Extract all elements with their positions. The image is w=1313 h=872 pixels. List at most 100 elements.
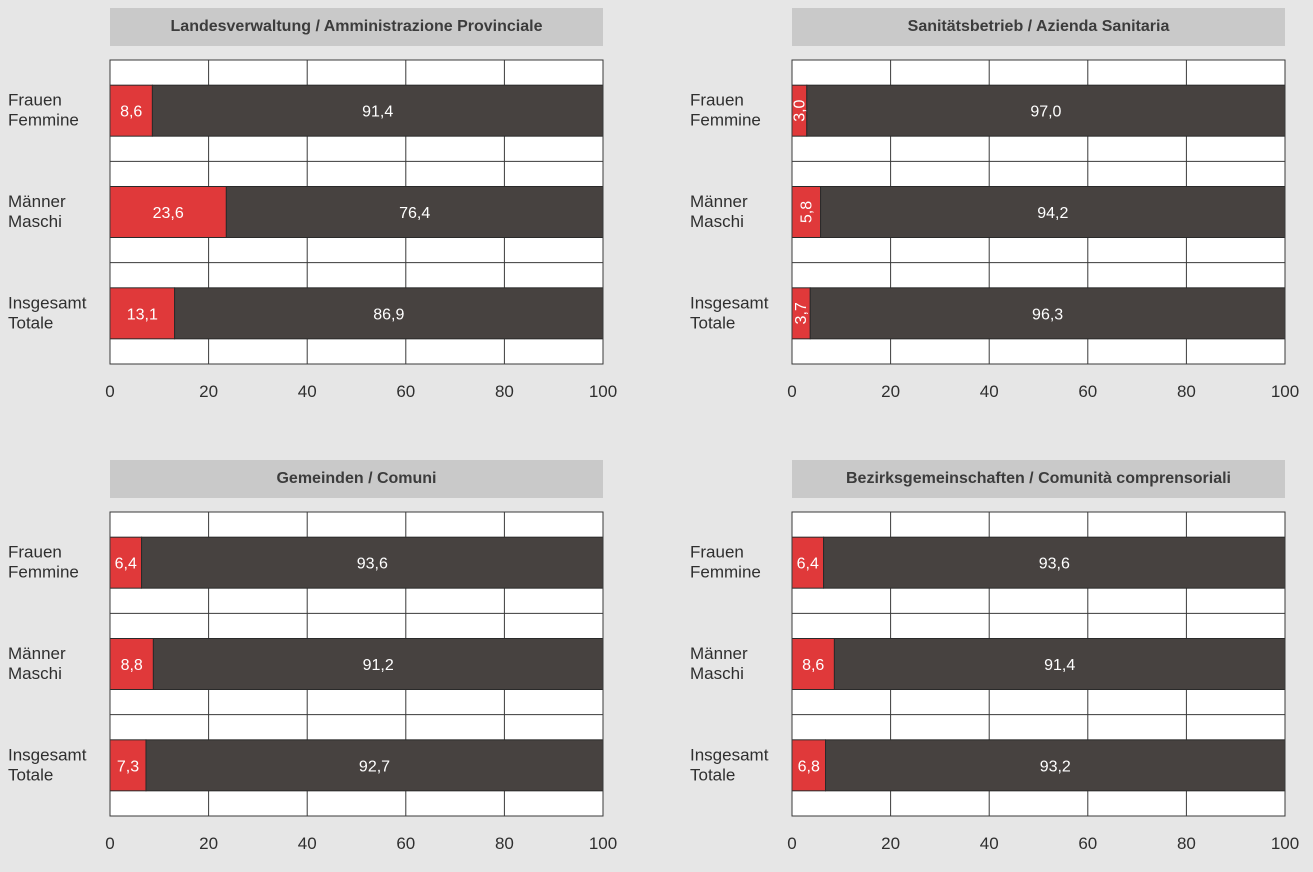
x-tick-label: 0 (787, 834, 796, 853)
x-tick-label: 20 (881, 834, 900, 853)
data-label: 7,3 (117, 758, 139, 775)
category-label: Frauen (8, 91, 62, 110)
bar-segment (791, 638, 835, 690)
bar-segment (791, 536, 825, 589)
chart-title: Sanitätsbetrieb / Azienda Sanitaria (792, 8, 1285, 46)
x-tick-label: 100 (1271, 834, 1299, 853)
bar-segment (825, 739, 1286, 792)
x-tick-label: 100 (589, 834, 617, 853)
chart-panel-landesverwaltung: Landesverwaltung / Amministrazione Provi… (0, 0, 617, 420)
data-label: 8,6 (802, 657, 824, 674)
bar-segment (151, 84, 604, 137)
data-label: 23,6 (153, 205, 184, 222)
category-label: Männer (690, 644, 748, 663)
plot-border (791, 511, 1286, 817)
x-tick-label: 0 (105, 834, 114, 853)
chart-panel-bezirksgemeinschaften: Bezirksgemeinschaften / Comunità compren… (682, 452, 1299, 872)
data-label: 3,7 (793, 302, 810, 324)
x-tick-label: 60 (1078, 382, 1097, 401)
x-tick-label: 80 (1177, 382, 1196, 401)
plot-border (791, 59, 1286, 365)
plot-border (109, 511, 604, 817)
bar-segment (820, 186, 1286, 238)
data-label: 93,6 (1039, 556, 1070, 573)
chart-panel-sanitaetsbetrieb: Sanitätsbetrieb / Azienda Sanitaria 3,0 9… (682, 0, 1299, 420)
category-label: Femmine (8, 111, 79, 130)
x-tick-label: 20 (199, 834, 218, 853)
data-label: 96,3 (1032, 306, 1063, 323)
x-tick-label: 100 (1271, 382, 1299, 401)
category-label: Maschi (8, 212, 62, 231)
bar-segment (152, 638, 604, 690)
x-tick-label: 20 (199, 382, 218, 401)
x-tick-label: 60 (1078, 834, 1097, 853)
data-label: 94,2 (1037, 205, 1068, 222)
plot-border (109, 59, 604, 365)
data-label: 6,4 (797, 556, 819, 573)
chart-title: Gemeinden / Comuni (110, 460, 603, 498)
category-label: Totale (8, 313, 53, 332)
category-label: Männer (8, 644, 66, 663)
category-label: Männer (690, 192, 748, 211)
x-tick-label: 60 (396, 382, 415, 401)
bar-segment (225, 186, 604, 238)
x-tick-label: 100 (589, 382, 617, 401)
data-label: 6,4 (115, 556, 137, 573)
data-label: 91,2 (363, 657, 394, 674)
bar-segment (141, 536, 604, 589)
data-label: 8,6 (120, 104, 142, 121)
category-label: Femmine (690, 563, 761, 582)
bar-segment (174, 287, 604, 340)
data-label: 93,2 (1040, 758, 1071, 775)
category-label: Totale (690, 765, 735, 784)
x-tick-label: 80 (495, 834, 514, 853)
chart-title: Landesverwaltung / Amministrazione Provi… (110, 8, 603, 46)
chart-panel-gemeinden: Gemeinden / Comuni 6,4 93,6 Frauen Femmine 8… (0, 452, 617, 872)
category-label: Frauen (690, 543, 744, 562)
category-label: Insgesamt (690, 293, 769, 312)
data-label: 97,0 (1030, 104, 1061, 121)
bar-segment (806, 84, 1286, 137)
x-tick-label: 40 (980, 834, 999, 853)
data-label: 91,4 (1044, 657, 1075, 674)
x-tick-label: 60 (396, 834, 415, 853)
category-label: Männer (8, 192, 66, 211)
x-tick-label: 40 (298, 382, 317, 401)
bar-segment (823, 536, 1286, 589)
category-label: Femmine (8, 563, 79, 582)
data-label: 6,8 (798, 758, 820, 775)
x-tick-label: 80 (495, 382, 514, 401)
category-label: Maschi (690, 212, 744, 231)
chart-title: Bezirksgemeinschaften / Comunità compren… (792, 460, 1285, 498)
data-label: 3,0 (791, 99, 808, 121)
x-tick-label: 40 (980, 382, 999, 401)
category-label: Maschi (690, 664, 744, 683)
data-label: 76,4 (399, 205, 430, 222)
x-tick-label: 0 (105, 382, 114, 401)
data-label: 91,4 (362, 104, 393, 121)
category-label: Maschi (8, 664, 62, 683)
x-tick-label: 0 (787, 382, 796, 401)
data-label: 8,8 (121, 657, 143, 674)
category-label: Insgesamt (8, 293, 87, 312)
bar-segment (109, 84, 153, 137)
data-label: 93,6 (357, 556, 388, 573)
bar-segment (109, 536, 143, 589)
category-label: Totale (690, 313, 735, 332)
category-label: Totale (8, 765, 53, 784)
category-label: Femmine (690, 111, 761, 130)
bar-segment (791, 739, 827, 792)
category-label: Insgesamt (690, 745, 769, 764)
bar-segment (809, 287, 1286, 340)
data-label: 92,7 (359, 758, 390, 775)
x-tick-label: 40 (298, 834, 317, 853)
bar-segment (109, 186, 227, 238)
x-tick-label: 80 (1177, 834, 1196, 853)
bar-segment (109, 638, 154, 690)
data-label: 5,8 (798, 201, 815, 223)
data-label: 13,1 (127, 306, 158, 323)
category-label: Frauen (8, 543, 62, 562)
